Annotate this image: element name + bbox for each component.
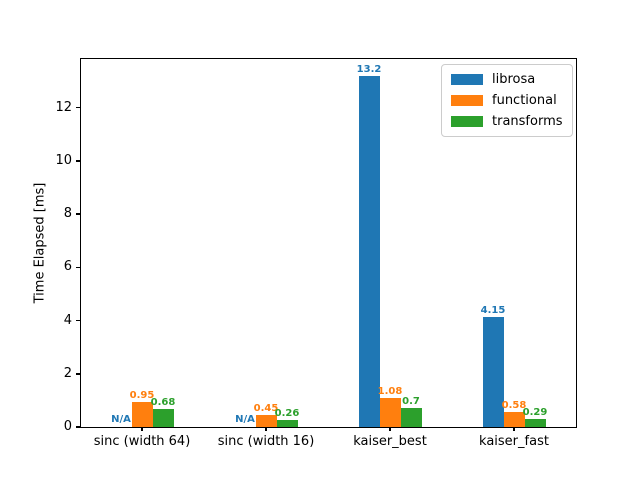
bar-label-functional-4: 0.58 [501,399,527,411]
x-tick-label-3: kaiser_best [353,434,427,449]
y-tick-label: 4 [63,312,72,328]
y-tick-label: 0 [63,419,72,434]
y-tick-label: 6 [63,259,72,275]
y-tick-mark [76,160,80,162]
x-tick-mark [141,427,143,431]
x-tick-mark [265,427,267,431]
bar-label-librosa-2: N/A [235,414,255,425]
x-tick-label-1: sinc (width 64) [93,434,191,449]
bar-transforms-3 [400,408,422,427]
bar-functional-4 [503,411,525,427]
bar-transforms-2 [276,420,298,427]
bar-functional-3 [379,398,401,427]
x-tick-mark [389,427,391,431]
y-tick-label: 8 [63,206,72,221]
legend-label-functional: functional [492,93,557,108]
legend-row-transforms: transforms [451,114,563,129]
bar-label-librosa-4: 4.15 [480,304,506,316]
legend-swatch-functional [451,95,483,106]
x-tick-label-2: sinc (width 16) [217,434,315,449]
bar-label-functional-2: 0.45 [253,403,279,415]
legend: librosa functional transforms [441,64,573,137]
y-tick-mark [76,266,80,268]
y-tick-label: 2 [63,365,72,381]
bar-label-transforms-2: 0.26 [274,408,300,420]
legend-label-librosa: librosa [492,72,536,87]
bar-label-transforms-4: 0.29 [522,407,548,419]
y-tick-mark [76,426,80,428]
bar-label-transforms-3: 0.7 [402,396,420,408]
legend-label-transforms: transforms [492,114,563,129]
legend-row-functional: functional [451,93,563,108]
bar-label-librosa-3: 13.2 [356,63,382,75]
bar-label-functional-3: 1.08 [377,386,403,398]
bar-functional-1 [131,401,153,427]
bar-label-functional-1: 0.95 [129,389,155,401]
bar-label-transforms-1: 0.68 [150,396,176,408]
x-tick-label-4: kaiser_fast [479,434,549,449]
legend-row-librosa: librosa [451,72,563,87]
bar-librosa-3 [358,75,380,427]
y-tick-mark [76,106,80,109]
bar-librosa-4 [482,316,504,427]
bar-transforms-4 [524,419,546,427]
y-tick-label: 12 [55,99,72,115]
legend-swatch-transforms [451,116,483,127]
y-tick-mark [76,213,80,215]
x-tick-mark [513,427,515,431]
y-axis-title: Time Elapsed [ms] [32,182,48,303]
y-tick-mark [76,319,80,322]
bar-transforms-1 [152,408,174,427]
y-tick-mark [76,373,80,375]
bar-label-librosa-1: N/A [111,414,131,425]
legend-swatch-librosa [451,74,483,85]
bar-functional-2 [255,415,277,427]
y-tick-label: 10 [55,152,72,168]
